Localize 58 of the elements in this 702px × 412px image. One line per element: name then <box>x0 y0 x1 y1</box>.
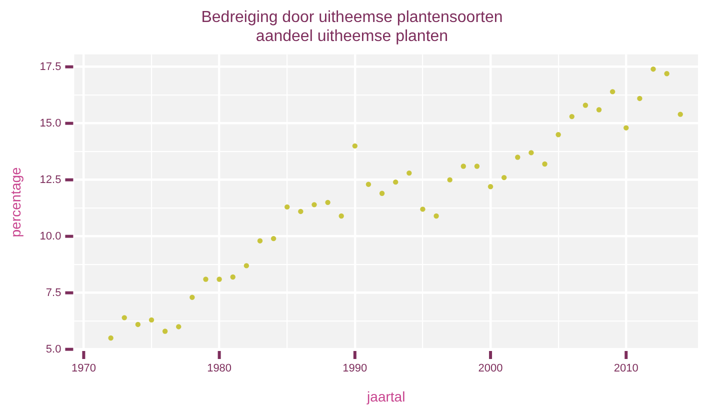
point <box>244 263 250 268</box>
point <box>488 184 494 190</box>
point <box>582 102 588 108</box>
y-axis-title: percentage <box>7 166 24 238</box>
point <box>501 174 507 180</box>
x-tick-label: 1970 <box>71 362 96 375</box>
point <box>108 335 114 341</box>
point <box>270 236 276 242</box>
point <box>230 274 236 280</box>
y-tick-label: 17.5 <box>40 60 62 73</box>
chart-title: Bedreiging door uitheemse plantensoorten <box>201 9 503 26</box>
point <box>148 317 154 323</box>
y-tick-label: 12.5 <box>40 174 62 186</box>
point <box>515 154 520 160</box>
point <box>624 125 629 130</box>
point <box>379 190 385 196</box>
point <box>474 164 480 169</box>
point <box>338 213 344 219</box>
x-tick-label: 2000 <box>478 362 503 375</box>
point <box>569 114 574 120</box>
point <box>257 238 263 244</box>
point <box>135 322 141 328</box>
point <box>528 150 534 156</box>
point <box>542 161 548 167</box>
point <box>325 200 330 206</box>
point <box>366 182 372 187</box>
x-axis-title: jaartal <box>366 388 406 404</box>
point <box>392 179 398 185</box>
point <box>420 206 426 212</box>
y-tick-label: 5.0 <box>46 343 62 356</box>
point <box>610 89 616 94</box>
point <box>447 177 452 182</box>
point <box>162 328 168 334</box>
x-tick-label: 1990 <box>342 362 368 375</box>
point <box>434 213 439 219</box>
point <box>284 204 290 210</box>
point <box>122 315 127 320</box>
point <box>203 276 208 282</box>
point <box>298 208 304 214</box>
point <box>460 164 466 169</box>
x-tick-label: 2010 <box>614 362 638 375</box>
y-tick-label: 7.5 <box>46 286 62 299</box>
point <box>312 202 317 208</box>
point <box>406 170 412 176</box>
point <box>556 132 561 138</box>
point <box>176 324 182 330</box>
x-tick-label: 1980 <box>207 362 232 375</box>
point <box>678 112 683 117</box>
chart-subtitle: aandeel uitheemse planten <box>256 28 448 46</box>
point <box>352 143 358 149</box>
y-tick-label: 15.0 <box>40 117 62 130</box>
point <box>637 96 642 102</box>
point <box>650 66 656 72</box>
point <box>664 71 670 76</box>
point <box>216 276 222 282</box>
point <box>596 107 602 112</box>
point <box>190 294 195 300</box>
y-tick-label: 10.0 <box>40 230 62 242</box>
